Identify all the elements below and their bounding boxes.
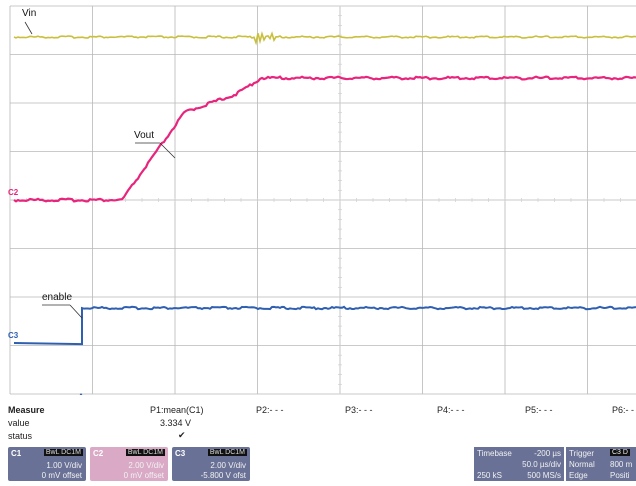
trigger-label: Trigger [569,449,595,458]
volts-per-div: 2.00 V/div [128,461,164,470]
channel-id: C3 [175,449,186,458]
timebase-label: Timebase [477,449,512,458]
measure-title: Measure [8,405,45,415]
trigger-slope: Positi [610,471,630,480]
enable-label: enable [42,292,73,303]
vin-leader-line [24,21,33,35]
p1-status-check-icon: ✔ [178,430,186,440]
p6-header[interactable]: P6:- - [612,405,635,415]
c2-ground-marker: C2 [8,188,19,197]
vin-label: Vin [22,8,37,19]
offset: -5.800 V ofst [200,471,246,480]
status-label: status [8,431,33,441]
vout-leader-line [159,142,176,159]
vout-label: Vout [134,130,155,141]
volts-per-div: 1.00 V/div [46,461,82,470]
p3-header[interactable]: P3:- - - [345,405,373,415]
measure-panel: Measure P1:mean(C1) P2:- - - P3:- - - P4… [0,405,636,445]
p5-header[interactable]: P5:- - - [525,405,553,415]
vin-trace [13,30,636,46]
sample-count: 250 kS [477,471,502,480]
volts-per-div: 2.00 V/div [210,461,246,470]
timebase-per-div: 50.0 µs/div [522,460,561,469]
channel-c3-descriptor[interactable]: C3 BwL DC1M 2.00 V/div -5.800 V ofst [172,447,250,481]
p4-header[interactable]: P4:- - - [437,405,465,415]
trigger-type: Edge [569,471,588,480]
trigger-level: 800 m [610,460,633,469]
timebase-delay: -200 µs [534,449,561,458]
p1-value: 3.334 V [160,418,192,428]
channel-c2-descriptor[interactable]: C2 BwL DC1M 2.00 V/div 0 mV offset [90,447,168,481]
trigger-panel[interactable]: Trigger C3 D Normal 800 m Edge Positi [566,447,636,481]
coupling-badge: BwL DC1M [207,449,247,456]
channel-id: C2 [93,449,104,458]
p1-header[interactable]: P1:mean(C1) [150,405,204,415]
waveform-traces [13,21,636,346]
coupling-badge: BwL DC1M [125,449,165,456]
waveform-display [9,5,636,395]
channel-c1-descriptor[interactable]: C1 BwL DC1M 1.00 V/div 0 mV offset [8,447,86,481]
vout-trace [13,75,636,203]
coupling-badge: BwL DC1M [43,449,83,456]
value-label: value [8,418,30,428]
channel-id: C1 [11,449,22,458]
sample-rate: 500 MS/s [527,471,561,480]
offset: 0 mV offset [123,471,164,480]
enable-leader-line [69,304,83,319]
p2-header[interactable]: P2:- - - [256,405,284,415]
timebase-panel[interactable]: Timebase -200 µs 50.0 µs/div 250 kS 500 … [474,447,564,481]
graticule-grid [9,5,636,395]
trigger-source: C3 D [610,449,630,456]
trigger-mode: Normal [569,460,595,469]
c3-ground-marker: C3 [8,331,19,340]
enable-trace [13,305,636,346]
offset: 0 mV offset [41,471,82,480]
trigger-marker-icon [79,393,83,395]
